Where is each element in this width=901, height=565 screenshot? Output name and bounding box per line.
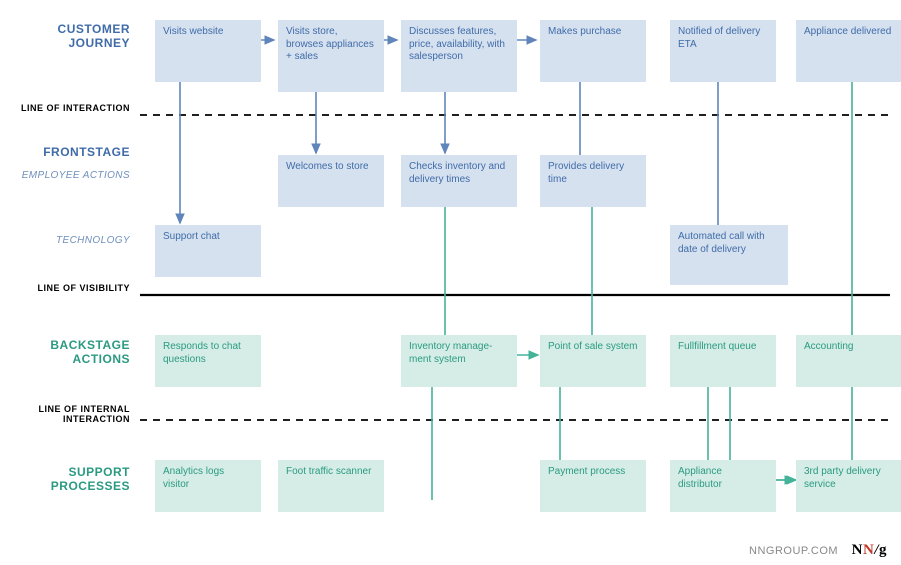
box-bs_responds: Responds to chat questions (155, 335, 261, 387)
box-tech_chat: Support chat (155, 225, 261, 277)
box-fs_checks: Checks inventory and delivery times (401, 155, 517, 207)
box-cj_visit_store: Visits store, browses appliances + sales (278, 20, 384, 92)
box-cj_discuss: Discusses features, price, availability,… (401, 20, 517, 92)
lane-support-processes: SUPPORT PROCESSES (0, 465, 130, 494)
label-line-interaction: LINE OF INTERACTION (0, 103, 130, 113)
box-fs_welcome: Welcomes to store (278, 155, 384, 207)
box-sp_analytics: Analytics logs visitor (155, 460, 261, 512)
box-bs_inventory: Inventory manage- ment system (401, 335, 517, 387)
label-line-visibility: LINE OF VISIBILITY (0, 283, 130, 293)
lane-employee-actions: EMPLOYEE ACTIONS (0, 170, 130, 181)
box-fs_provides: Provides delivery time (540, 155, 646, 207)
lane-frontstage: FRONTSTAGE (0, 145, 130, 159)
box-cj_visit_web: Visits website (155, 20, 261, 82)
box-sp_payment: Payment process (540, 460, 646, 512)
box-cj_delivered: Appliance delivered (796, 20, 901, 82)
box-sp_foot: Foot traffic scanner (278, 460, 384, 512)
box-bs_fulfill: Fullfillment queue (670, 335, 776, 387)
label-line-internal: LINE OF INTERNAL INTERACTION (0, 404, 130, 425)
box-tech_call: Automated call with date of delivery (670, 225, 788, 285)
footer-url: NNGROUP.COM (749, 545, 838, 557)
box-sp_delivery: 3rd party delivery service (796, 460, 901, 512)
box-sp_distrib: Appliance distributor (670, 460, 776, 512)
brand-logo: NN/g (852, 542, 887, 558)
footer: NNGROUP.COM NN/g (749, 542, 887, 559)
box-cj_purchase: Makes purchase (540, 20, 646, 82)
box-bs_account: Accounting (796, 335, 901, 387)
lane-technology: TECHNOLOGY (0, 235, 130, 246)
lane-customer-journey: CUSTOMER JOURNEY (0, 22, 130, 51)
lane-backstage-actions: BACKSTAGE ACTIONS (0, 338, 130, 367)
box-cj_notified: Notified of delivery ETA (670, 20, 776, 82)
box-bs_pos: Point of sale system (540, 335, 646, 387)
service-blueprint-diagram: CUSTOMER JOURNEY FRONTSTAGE EMPLOYEE ACT… (0, 0, 901, 565)
